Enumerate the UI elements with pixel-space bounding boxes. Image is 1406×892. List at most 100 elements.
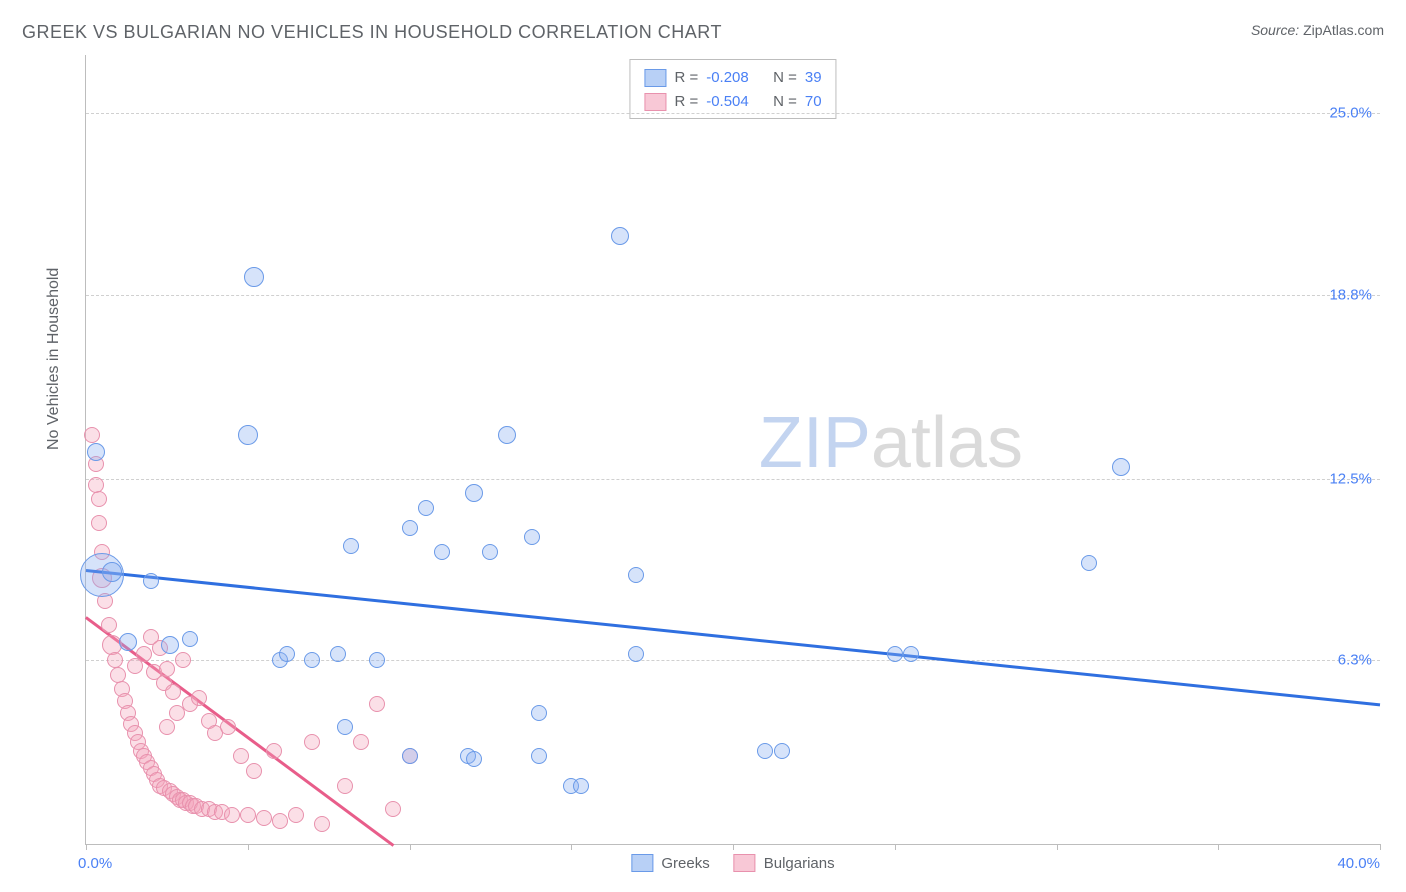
data-point-greeks — [628, 646, 644, 662]
source-credit: Source: ZipAtlas.com — [1251, 22, 1384, 38]
data-point-bulgarians — [288, 807, 304, 823]
data-point-greeks — [304, 652, 320, 668]
x-tick — [410, 844, 411, 850]
n-label: N = — [773, 66, 797, 90]
data-point-greeks — [330, 646, 346, 662]
data-point-greeks — [418, 500, 434, 516]
gridline — [86, 113, 1380, 114]
watermark-atlas: atlas — [871, 403, 1023, 483]
legend-label: Bulgarians — [764, 855, 835, 872]
trend-line-greeks — [86, 569, 1380, 706]
data-point-greeks — [369, 652, 385, 668]
data-point-greeks — [87, 443, 105, 461]
data-point-greeks — [343, 538, 359, 554]
data-point-bulgarians — [84, 427, 100, 443]
r-label: R = — [674, 90, 698, 114]
data-point-bulgarians — [224, 807, 240, 823]
data-point-bulgarians — [337, 778, 353, 794]
data-point-greeks — [573, 778, 589, 794]
data-point-bulgarians — [369, 696, 385, 712]
n-label: N = — [773, 90, 797, 114]
data-point-bulgarians — [165, 684, 181, 700]
data-point-greeks — [1112, 458, 1130, 476]
data-point-bulgarians — [159, 661, 175, 677]
bulgarians-r-value: -0.504 — [706, 90, 749, 114]
data-point-greeks — [531, 705, 547, 721]
data-point-greeks — [482, 544, 498, 560]
data-point-greeks — [402, 520, 418, 536]
greeks-n-value: 39 — [805, 66, 822, 90]
gridline — [86, 479, 1380, 480]
x-tick — [733, 844, 734, 850]
data-point-bulgarians — [240, 807, 256, 823]
x-tick — [571, 844, 572, 850]
bottom-legend: Greeks Bulgarians — [631, 854, 834, 872]
x-tick — [895, 844, 896, 850]
y-tick-label: 6.3% — [1338, 651, 1372, 668]
legend-item-bulgarians: Bulgarians — [734, 854, 835, 872]
stats-legend: R = -0.208 N = 39 R = -0.504 N = 70 — [629, 59, 836, 119]
chart-title: GREEK VS BULGARIAN NO VEHICLES IN HOUSEH… — [22, 22, 722, 43]
data-point-greeks — [238, 425, 258, 445]
data-point-bulgarians — [91, 491, 107, 507]
data-point-greeks — [161, 636, 179, 654]
data-point-bulgarians — [101, 617, 117, 633]
y-tick-label: 18.8% — [1329, 286, 1372, 303]
data-point-greeks — [903, 646, 919, 662]
data-point-bulgarians — [246, 763, 262, 779]
data-point-greeks — [244, 267, 264, 287]
swatch-blue-icon — [631, 854, 653, 872]
data-point-greeks — [465, 484, 483, 502]
swatch-pink-icon — [734, 854, 756, 872]
x-tick — [1057, 844, 1058, 850]
y-tick-label: 12.5% — [1329, 470, 1372, 487]
legend-label: Greeks — [661, 855, 709, 872]
legend-item-greeks: Greeks — [631, 854, 709, 872]
data-point-greeks — [524, 529, 540, 545]
plot-container: No Vehicles in Household ZIPatlas R = -0… — [50, 55, 1380, 845]
data-point-bulgarians — [304, 734, 320, 750]
data-point-greeks — [531, 748, 547, 764]
data-point-greeks — [143, 573, 159, 589]
data-point-greeks — [466, 751, 482, 767]
data-point-bulgarians — [110, 667, 126, 683]
x-axis-min-label: 0.0% — [78, 855, 112, 872]
data-point-bulgarians — [191, 690, 207, 706]
data-point-bulgarians — [107, 652, 123, 668]
data-point-bulgarians — [256, 810, 272, 826]
data-point-greeks — [182, 631, 198, 647]
data-point-bulgarians — [136, 646, 152, 662]
data-point-greeks — [887, 646, 903, 662]
x-tick — [1218, 844, 1219, 850]
data-point-greeks — [402, 748, 418, 764]
swatch-pink-icon — [644, 93, 666, 111]
data-point-bulgarians — [159, 719, 175, 735]
data-point-bulgarians — [385, 801, 401, 817]
bulgarians-n-value: 70 — [805, 90, 822, 114]
watermark-zip: ZIP — [759, 403, 871, 483]
plot-area: ZIPatlas R = -0.208 N = 39 R = -0.504 N … — [85, 55, 1380, 845]
data-point-greeks — [757, 743, 773, 759]
data-point-bulgarians — [220, 719, 236, 735]
source-label: Source: — [1251, 22, 1299, 38]
stats-row-bulgarians: R = -0.504 N = 70 — [644, 90, 821, 114]
swatch-blue-icon — [644, 69, 666, 87]
data-point-bulgarians — [175, 652, 191, 668]
x-tick — [86, 844, 87, 850]
gridline — [86, 295, 1380, 296]
source-value: ZipAtlas.com — [1303, 22, 1384, 38]
data-point-greeks — [611, 227, 629, 245]
data-point-bulgarians — [91, 515, 107, 531]
data-point-bulgarians — [272, 813, 288, 829]
data-point-greeks — [628, 567, 644, 583]
greeks-r-value: -0.208 — [706, 66, 749, 90]
data-point-bulgarians — [266, 743, 282, 759]
data-point-greeks — [774, 743, 790, 759]
data-point-bulgarians — [233, 748, 249, 764]
y-axis-label: No Vehicles in Household — [45, 268, 63, 450]
data-point-bulgarians — [353, 734, 369, 750]
data-point-greeks — [337, 719, 353, 735]
watermark: ZIPatlas — [759, 402, 1023, 484]
data-point-greeks — [279, 646, 295, 662]
data-point-greeks — [102, 562, 122, 582]
